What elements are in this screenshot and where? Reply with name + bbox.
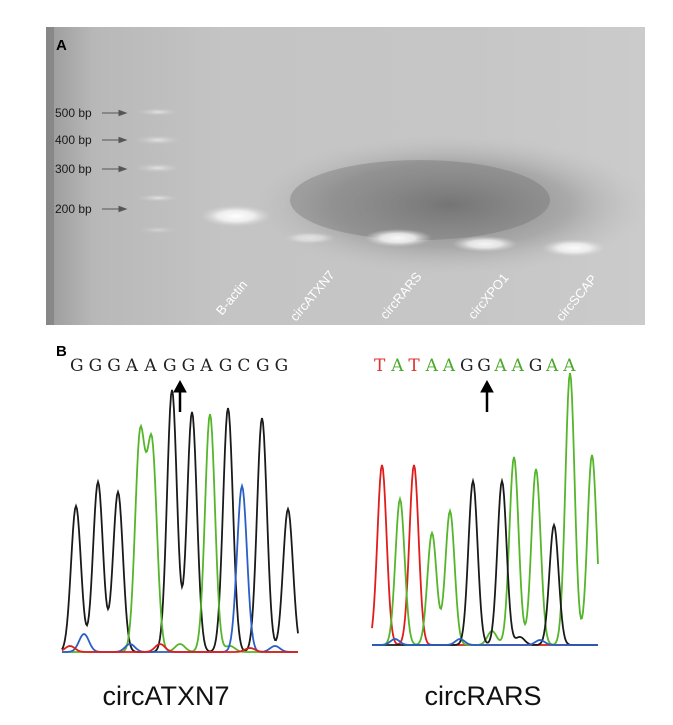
base-letter: G [477,356,491,376]
gel-panel: A 500 bp 400 bp 300 bp 200 bp B-actin ci… [46,27,650,325]
trace-a [62,413,298,653]
panel-a-label: A [56,37,67,54]
base-letter: A [493,356,507,376]
base-letter: G [163,356,177,376]
base-letter: T [374,356,386,376]
marker-label-300: 300 bp [55,162,92,176]
panel-b-label: B [56,343,67,360]
base-letter: G [460,356,474,376]
base-letter: A [125,356,139,376]
base-letter: G [182,356,196,376]
base-letter: G [219,356,233,376]
trace-g [61,389,299,653]
base-letter: A [562,356,576,376]
base-letter: A [545,356,559,376]
base-letter: G [256,356,270,376]
base-letter: A [143,356,157,376]
chromatogram-title-circatxn7: circATXN7 [102,681,229,711]
trace-c [372,638,598,646]
base-letter: A [442,356,456,376]
marker-label-500: 500 bp [55,106,92,120]
marker-label-400: 400 bp [55,133,92,147]
band-circscap [541,239,607,257]
band-circxpo1 [452,236,518,252]
base-letter: A [390,356,404,376]
ladder-lane [134,108,182,234]
base-letter: T [408,356,420,376]
trace-t [61,643,298,653]
gel-smear-core [290,160,550,240]
base-letter: G [107,356,121,376]
base-letter: A [425,356,439,376]
base-letter: G [89,356,103,376]
band-b-actin [200,205,272,227]
ladder-markers: 500 bp 400 bp 300 bp 200 bp [55,106,128,216]
base-letter: G [70,356,84,376]
band-circatxn7 [284,232,336,244]
base-letter: A [511,356,525,376]
marker-arrows [102,109,128,213]
marker-label-200: 200 bp [55,202,92,216]
trace-t [371,464,598,646]
gel-left-edge [46,27,54,325]
base-letter: C [237,356,250,376]
junction-arrow-circatxn7 [173,379,187,412]
base-letter: G [275,356,289,376]
gel-smear [250,135,650,275]
traces-circatxn7 [61,389,299,653]
base-letter: A [199,356,213,376]
base-letter: G [529,356,543,376]
junction-arrow-circrars [480,379,494,412]
traces-circrars [371,372,599,646]
band-circrars [364,229,432,247]
chromatogram-title-circrars: circRARS [424,681,541,711]
